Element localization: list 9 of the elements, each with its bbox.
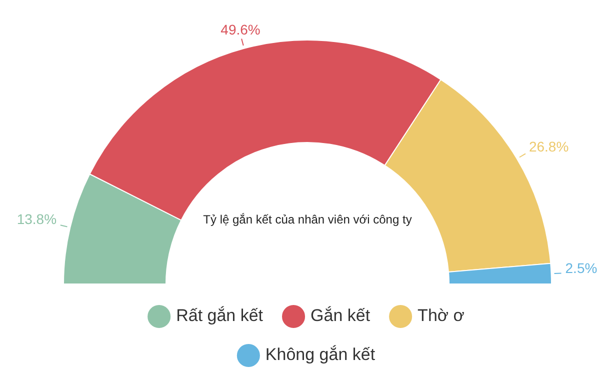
data-label: 26.8% xyxy=(528,138,569,154)
legend-label: Không gắn kết xyxy=(265,345,376,364)
data-label: 49.6% xyxy=(220,22,260,38)
text: Tỷ lệ gắn kết của nhân viên với công ty xyxy=(203,212,412,227)
legend-label: Rất gắn kết xyxy=(176,306,264,326)
data-label: 13.8% xyxy=(16,211,57,228)
legend-label: Gắn kết xyxy=(310,306,370,326)
legend-label: Thờ ơ xyxy=(418,306,464,326)
data-label: 2.5% xyxy=(565,260,598,276)
